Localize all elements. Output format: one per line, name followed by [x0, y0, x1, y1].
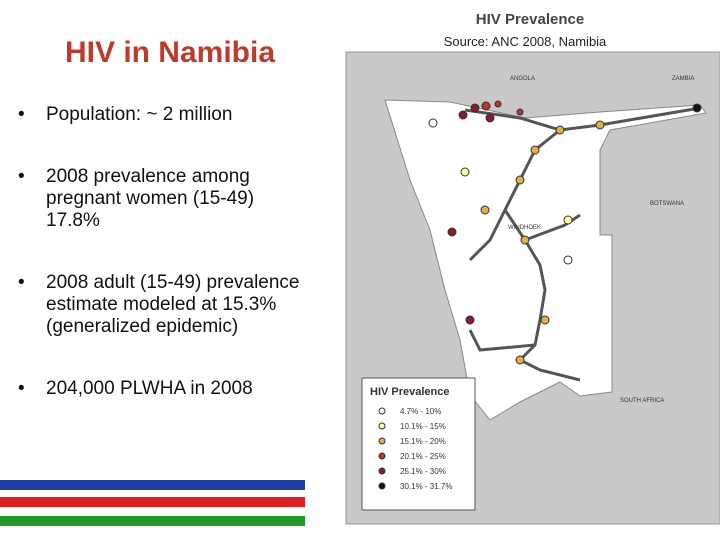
- legend-label: 30.1% - 31.7%: [400, 482, 452, 491]
- flag-stripe: [0, 497, 305, 507]
- legend-label: 25.1% - 30%: [400, 467, 446, 476]
- bullet: 2008 prevalence among pregnant women (15…: [18, 166, 308, 232]
- bullet: Population: ~ 2 million: [18, 104, 308, 126]
- legend-swatch: [378, 422, 386, 430]
- legend-box: [361, 377, 476, 511]
- legend-swatch: [378, 482, 386, 490]
- bullet: 2008 adult (15-49) prevalence estimate m…: [18, 272, 308, 338]
- legend-label: 20.1% - 25%: [400, 452, 446, 461]
- map-label: BOTSWANA: [650, 201, 684, 207]
- bullet: 204,000 PLWHA in 2008: [18, 378, 308, 400]
- legend-swatch: [378, 467, 386, 475]
- legend-label: 15.1% - 20%: [400, 437, 446, 446]
- map-label: SOUTH AFRICA: [620, 398, 664, 404]
- legend-swatch: [378, 452, 386, 460]
- map-label: ANGOLA: [510, 76, 535, 82]
- legend-swatch: [378, 407, 386, 415]
- map-label: ZAMBIA: [672, 76, 694, 82]
- sites: [428, 100, 702, 365]
- legend-entries: 4.7% - 10% 10.1% - 15% 15.1% - 20% 20.1% - …: [378, 407, 452, 491]
- map-frame: [345, 51, 720, 525]
- legend-swatch: [378, 437, 386, 445]
- legend-label: 4.7% - 10%: [400, 407, 441, 416]
- namibia: [384, 99, 707, 421]
- legend-title: HIV Prevalence: [370, 386, 450, 398]
- map-title: HIV Prevalence: [476, 11, 584, 28]
- bullet-list: Population: ~ 2 million 2008 prevalence …: [18, 104, 308, 440]
- slide-title: HIV in Namibia: [64, 36, 276, 69]
- flag-stripe: [0, 516, 305, 526]
- map-source: Source: ANC 2008, Namibia: [444, 34, 607, 49]
- flag-stripe: [0, 480, 305, 490]
- map-label: WINDHOEK: [508, 225, 541, 231]
- legend-label: 10.1% - 15%: [400, 422, 446, 431]
- roads: [464, 106, 701, 382]
